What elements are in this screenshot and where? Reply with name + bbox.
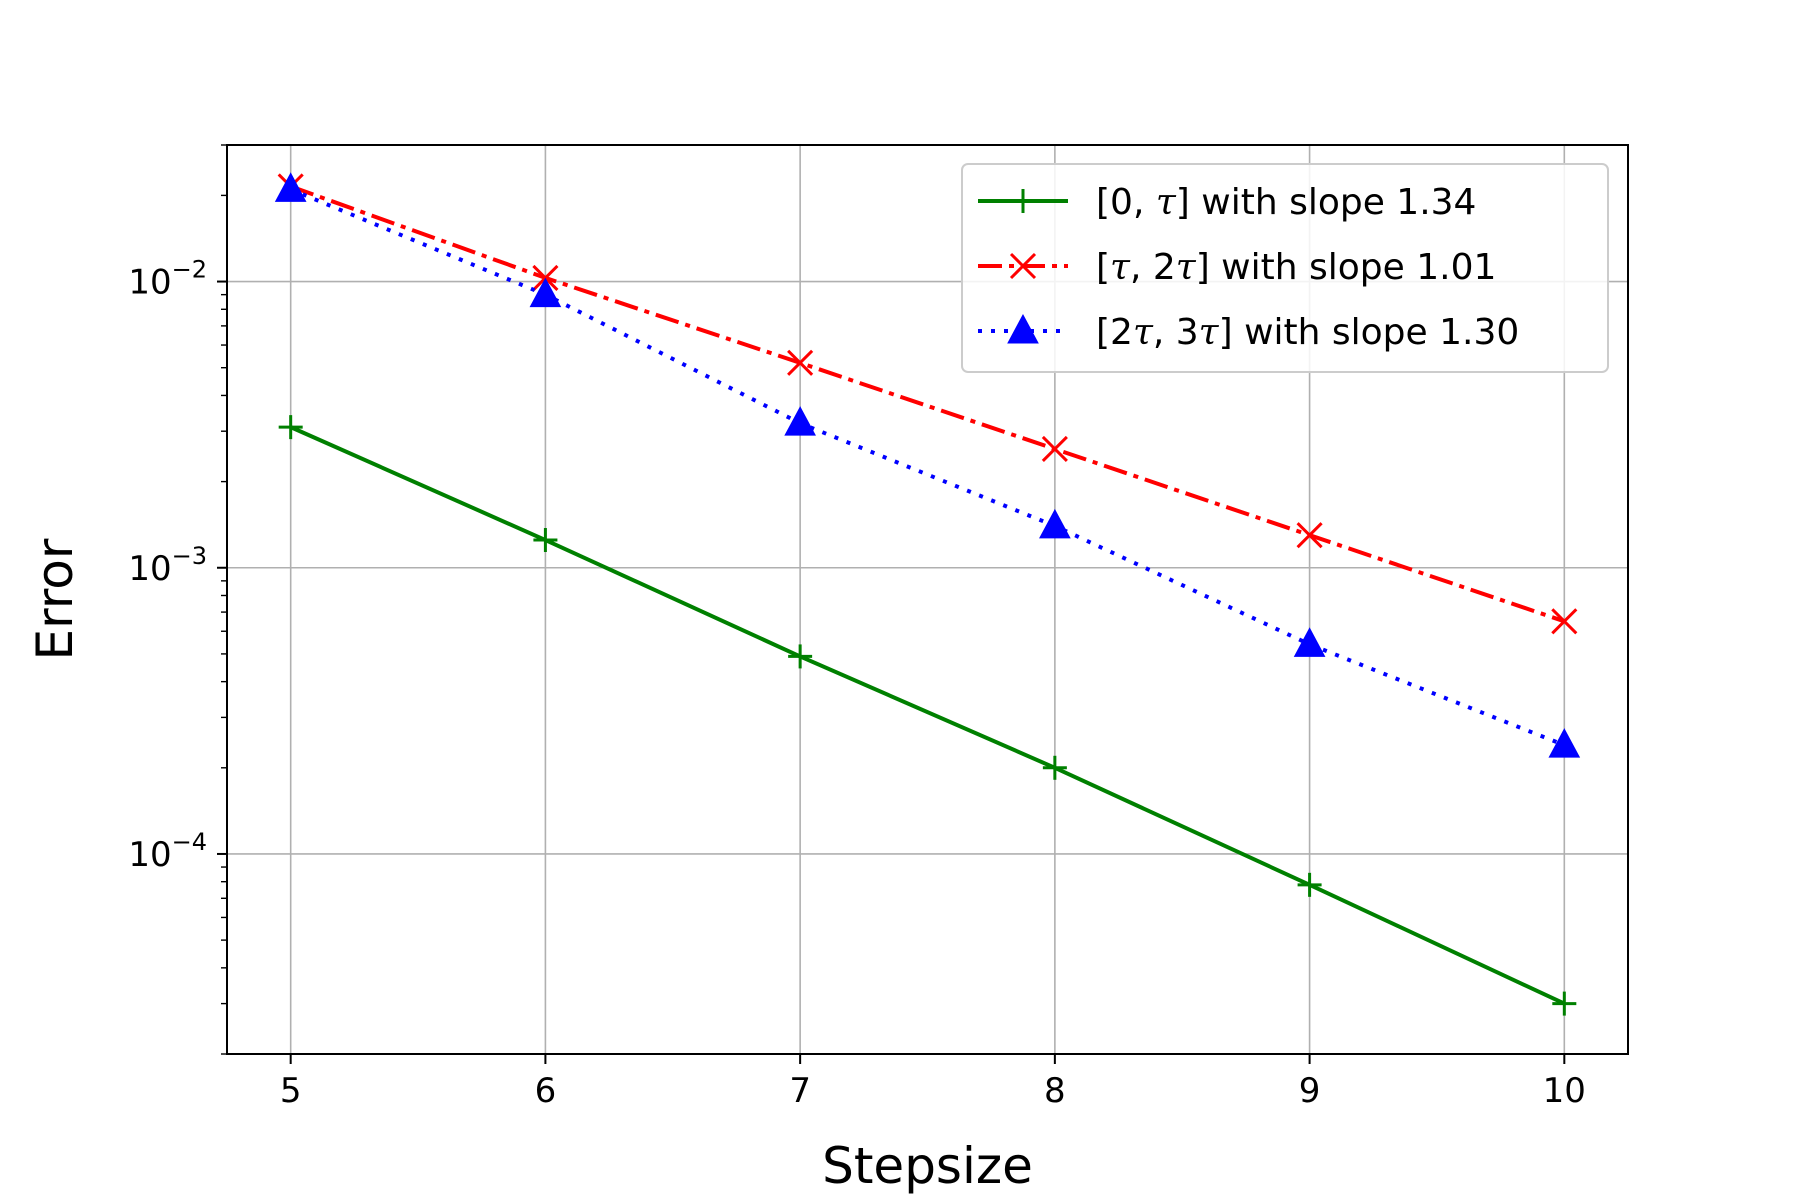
- x-tick-label: 9: [1299, 1071, 1321, 1111]
- legend: [0, τ] with slope 1.34 [τ, 2τ] with slope…: [961, 163, 1609, 373]
- y-axis: 10−2 10−3 10−4: [128, 144, 227, 1055]
- x-tick-label: 7: [789, 1071, 811, 1111]
- legend-label: [2τ, 3τ] with slope 1.30: [1096, 312, 1519, 353]
- series-3-point: [1293, 627, 1326, 657]
- series-2-point: [1296, 522, 1323, 549]
- x-axis: 5 6 7 8 9 10: [280, 1054, 1586, 1111]
- y-tick-label: 10−2: [128, 256, 207, 303]
- series-1-point: [278, 415, 303, 440]
- legend-item-2: [τ, 2τ] with slope 1.01: [978, 247, 1496, 288]
- series-2-point: [1551, 608, 1578, 635]
- series-3: [274, 172, 1581, 758]
- legend-marker: [1011, 189, 1035, 213]
- series-2-line: [290, 184, 1565, 624]
- legend-label: [τ, 2τ] with slope 1.01: [1096, 247, 1496, 288]
- series-3-point: [784, 406, 816, 436]
- legend-box: [961, 163, 1609, 373]
- x-tick-label: 6: [535, 1071, 557, 1111]
- series-layer: [274, 172, 1581, 1016]
- series-1-line: [289, 425, 1566, 1006]
- series-1-point: [533, 528, 558, 553]
- series-1: [278, 415, 1577, 1016]
- series-1-point: [1552, 991, 1577, 1016]
- legend-item-3: [2τ, 3τ] with slope 1.30: [978, 312, 1519, 353]
- legend-marker: [1009, 252, 1037, 280]
- x-tick-label: 5: [280, 1071, 302, 1111]
- series-2-point: [787, 349, 814, 376]
- y-tick-label: 10−3: [128, 542, 207, 589]
- series-1-point: [1297, 872, 1322, 897]
- series-1-point: [1042, 755, 1067, 780]
- legend-marker: [1007, 313, 1039, 344]
- series-2-point: [1041, 435, 1068, 463]
- y-tick-label: 10−4: [128, 828, 207, 875]
- series-1-point: [788, 644, 813, 669]
- plot-frame: [226, 144, 1629, 1055]
- legend-label: [0, τ] with slope 1.34: [1096, 182, 1476, 223]
- y-axis-label: Error: [26, 538, 84, 660]
- series-3-point: [529, 277, 562, 308]
- series-3-point: [1548, 728, 1581, 758]
- legend-item-1: [0, τ] with slope 1.34: [978, 182, 1476, 223]
- series-3-point: [274, 172, 307, 202]
- x-tick-label: 8: [1044, 1071, 1066, 1111]
- x-tick-label: 10: [1543, 1071, 1586, 1111]
- x-axis-label: Stepsize: [822, 1137, 1033, 1195]
- series-3-point: [1039, 508, 1071, 539]
